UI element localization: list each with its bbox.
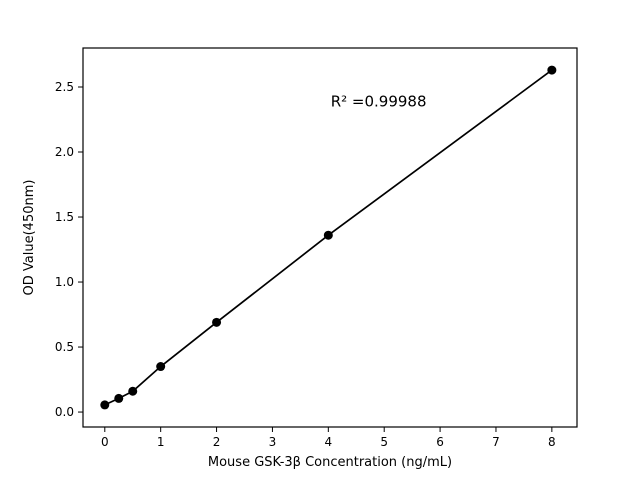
data-point [100, 400, 110, 410]
y-tick-label: 2.5 [55, 80, 74, 94]
y-tick-label: 0.0 [55, 405, 74, 419]
data-point [212, 317, 222, 327]
data-point [156, 362, 166, 372]
data-point [128, 386, 138, 396]
data-point [323, 230, 333, 240]
y-tick-label: 1.5 [55, 210, 74, 224]
y-tick-label: 2.0 [55, 145, 74, 159]
x-tick-label: 4 [325, 435, 333, 449]
data-point [547, 65, 557, 75]
x-tick-label: 5 [380, 435, 388, 449]
y-tick-label: 1.0 [55, 275, 74, 289]
y-axis-label: OD Value(450nm) [22, 180, 37, 296]
x-tick-label: 6 [436, 435, 444, 449]
data-point [114, 393, 124, 403]
x-axis-label: Mouse GSK-3β Concentration (ng/mL) [208, 455, 452, 470]
x-tick-label: 1 [157, 435, 165, 449]
x-tick-label: 8 [548, 435, 556, 449]
x-tick-label: 3 [269, 435, 277, 449]
y-tick-label: 0.5 [55, 340, 74, 354]
x-tick-label: 0 [101, 435, 109, 449]
x-tick-label: 2 [213, 435, 221, 449]
x-tick-label: 7 [492, 435, 500, 449]
r-squared-annotation: R² =0.99988 [331, 92, 427, 110]
